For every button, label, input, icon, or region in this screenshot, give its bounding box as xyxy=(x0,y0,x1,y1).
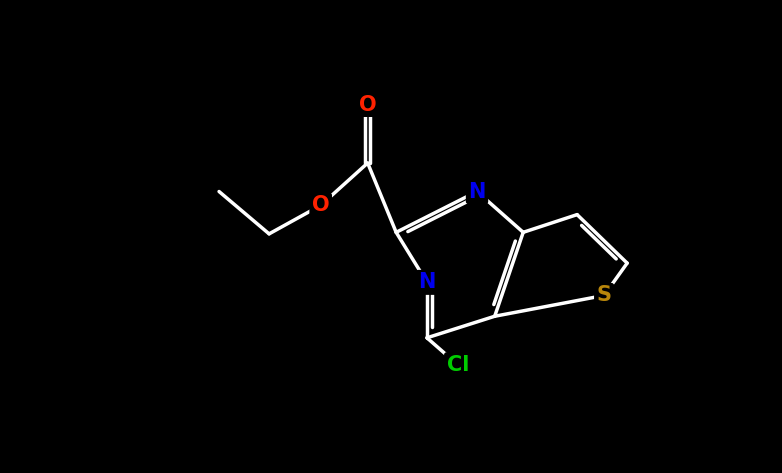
Text: Cl: Cl xyxy=(447,355,469,375)
Text: N: N xyxy=(468,182,486,201)
Text: O: O xyxy=(359,95,376,114)
Text: O: O xyxy=(312,195,329,215)
Text: S: S xyxy=(597,286,612,306)
Text: N: N xyxy=(418,272,436,292)
